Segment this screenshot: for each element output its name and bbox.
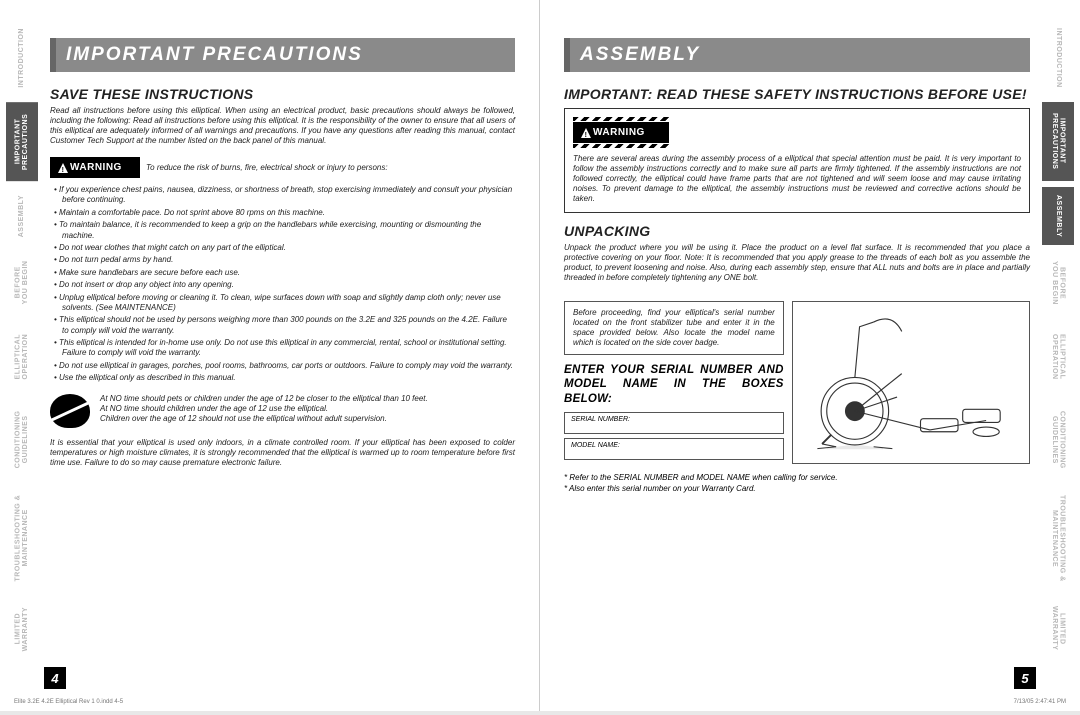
serial-left-col: Before proceeding, find your elliptical'… bbox=[564, 301, 784, 464]
warning-triangle-icon: ! bbox=[58, 163, 68, 173]
safety-heading: IMPORTANT: READ THESE SAFETY INSTRUCTION… bbox=[564, 86, 1030, 102]
bullet-9: This elliptical is intended for in-home … bbox=[54, 338, 515, 359]
bullet-3: Do not wear clothes that might catch on … bbox=[54, 243, 515, 253]
bullet-0: If you experience chest pains, nausea, d… bbox=[54, 185, 515, 206]
climate-note: It is essential that your elliptical is … bbox=[50, 438, 515, 469]
warning-badge: ! WARNING bbox=[50, 157, 140, 178]
header-precautions: IMPORTANT PRECAUTIONS bbox=[50, 38, 515, 72]
serial-number-input[interactable]: SERIAL NUMBER: bbox=[564, 412, 784, 434]
page-4: INTRODUCTION IMPORTANT PRECAUTIONS ASSEM… bbox=[0, 0, 540, 711]
tab-conditioning-r: CONDITIONING GUIDELINES bbox=[1042, 399, 1074, 480]
page-5: INTRODUCTION IMPORTANT PRECAUTIONS ASSEM… bbox=[540, 0, 1080, 711]
elliptical-diagram bbox=[792, 301, 1030, 464]
header-assembly: ASSEMBLY bbox=[564, 38, 1030, 72]
bullet-7: Unplug elliptical before moving or clean… bbox=[54, 293, 515, 314]
right-tab-strip: INTRODUCTION IMPORTANT PRECAUTIONS ASSEM… bbox=[1042, 20, 1074, 660]
serial-model-area: Before proceeding, find your elliptical'… bbox=[564, 301, 1030, 464]
serial-heading: ENTER YOUR SERIAL NUMBER AND MODEL NAME … bbox=[564, 363, 784, 406]
unpacking-text: Unpack the product where you will be usi… bbox=[564, 243, 1030, 283]
precautions-list: If you experience chest pains, nausea, d… bbox=[54, 185, 515, 384]
warning-line: To reduce the risk of burns, fire, elect… bbox=[146, 163, 515, 172]
ref-line-1: * Refer to the SERIAL NUMBER and MODEL N… bbox=[564, 472, 1030, 483]
tab-introduction-r: INTRODUCTION bbox=[1042, 20, 1074, 96]
tab-warranty-r: LIMITED WARRANTY bbox=[1042, 597, 1074, 660]
warning-label: WARNING bbox=[70, 162, 122, 173]
child-safety-row: At NO time should pets or children under… bbox=[50, 394, 515, 428]
tab-introduction: INTRODUCTION bbox=[6, 20, 38, 96]
bullet-10: Do not use elliptical in garages, porche… bbox=[54, 361, 515, 371]
tab-conditioning: CONDITIONING GUIDELINES bbox=[6, 399, 38, 480]
warning-row: ! WARNING To reduce the risk of burns, f… bbox=[50, 156, 515, 179]
bullet-8: This elliptical should not be used by pe… bbox=[54, 315, 515, 336]
bullet-11: Use the elliptical only as described in … bbox=[54, 373, 515, 383]
intro-paragraph: Read all instructions before using this … bbox=[50, 106, 515, 146]
footer-filename: Elite 3.2E 4.2E Elliptical Rev 1 0.indd … bbox=[14, 699, 123, 705]
warning-box-label: WARNING bbox=[593, 127, 645, 138]
bullet-1: Maintain a comfortable pace. Do not spri… bbox=[54, 208, 515, 218]
tab-before-begin-r: BEFORE YOU BEGIN bbox=[1042, 251, 1074, 314]
tab-assembly-r: ASSEMBLY bbox=[1042, 187, 1074, 245]
bullet-2: To maintain balance, it is recommended t… bbox=[54, 220, 515, 241]
tab-troubleshoot-r: TROUBLESHOOTING & MAINTENANCE bbox=[1042, 486, 1074, 590]
bullet-5: Make sure handlebars are secure before e… bbox=[54, 268, 515, 278]
elliptical-line-art bbox=[797, 308, 1025, 458]
tab-precautions-r: IMPORTANT PRECAUTIONS bbox=[1042, 102, 1074, 181]
ref-line-2: * Also enter this serial number on your … bbox=[564, 483, 1030, 494]
page-5-content: ASSEMBLY IMPORTANT: READ THESE SAFETY IN… bbox=[564, 38, 1030, 715]
model-name-input[interactable]: MODEL NAME: bbox=[564, 438, 784, 460]
warning-box: ! WARNING There are several areas during… bbox=[564, 108, 1030, 213]
page-number-5: 5 bbox=[1014, 667, 1036, 689]
bullet-6: Do not insert or drop any object into an… bbox=[54, 280, 515, 290]
child-note-3: Children over the age of 12 should not u… bbox=[100, 414, 428, 424]
page-4-content: IMPORTANT PRECAUTIONS SAVE THESE INSTRUC… bbox=[50, 38, 515, 715]
left-tab-strip: INTRODUCTION IMPORTANT PRECAUTIONS ASSEM… bbox=[6, 20, 38, 660]
no-children-icon bbox=[50, 394, 90, 428]
child-note-1: At NO time should pets or children under… bbox=[100, 394, 428, 404]
tab-assembly: ASSEMBLY bbox=[6, 187, 38, 245]
tab-warranty: LIMITED WARRANTY bbox=[6, 597, 38, 660]
svg-text:!: ! bbox=[62, 167, 65, 173]
reference-notes: * Refer to the SERIAL NUMBER and MODEL N… bbox=[564, 472, 1030, 494]
bullet-4: Do not turn pedal arms by hand. bbox=[54, 255, 515, 265]
tab-operation: ELLIPTICAL OPERATION bbox=[6, 320, 38, 392]
serial-blurb: Before proceeding, find your elliptical'… bbox=[564, 301, 784, 355]
page-number-4: 4 bbox=[44, 667, 66, 689]
tab-before-begin: BEFORE YOU BEGIN bbox=[6, 251, 38, 314]
footer-timestamp: 7/13/05 2:47:41 PM bbox=[1014, 699, 1066, 705]
tab-operation-r: ELLIPTICAL OPERATION bbox=[1042, 320, 1074, 392]
warning-box-stripe-top bbox=[573, 117, 669, 121]
child-safety-text: At NO time should pets or children under… bbox=[100, 394, 428, 424]
svg-text:!: ! bbox=[585, 132, 588, 138]
warning-triangle-icon: ! bbox=[581, 128, 591, 138]
tab-precautions: IMPORTANT PRECAUTIONS bbox=[6, 102, 38, 181]
warning-box-stripe-bot bbox=[573, 144, 669, 148]
warning-box-text: There are several areas during the assem… bbox=[573, 154, 1021, 204]
warning-box-badge: ! WARNING bbox=[573, 122, 669, 143]
manual-spread: INTRODUCTION IMPORTANT PRECAUTIONS ASSEM… bbox=[0, 0, 1080, 711]
tab-troubleshoot: TROUBLESHOOTING & MAINTENANCE bbox=[6, 486, 38, 590]
child-note-2: At NO time should children under the age… bbox=[100, 404, 428, 414]
save-instructions-heading: SAVE THESE INSTRUCTIONS bbox=[50, 86, 515, 102]
unpacking-heading: UNPACKING bbox=[564, 223, 1030, 239]
